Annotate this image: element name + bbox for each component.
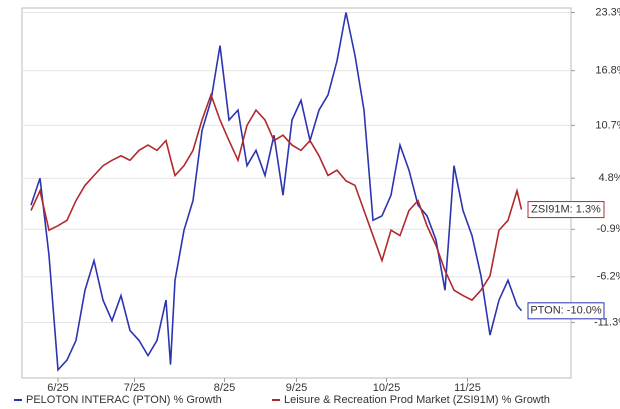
x-tick-label: 9/25 — [286, 382, 307, 394]
end-label-box — [527, 302, 605, 320]
y-tick-label: 10.7% — [595, 119, 620, 131]
series-line — [30, 92, 523, 302]
x-tick-label: 7/25 — [124, 382, 145, 394]
end-label-box — [527, 201, 605, 219]
x-tick-label: 10/25 — [373, 382, 401, 394]
y-tick-label: -11.3% — [594, 316, 620, 328]
y-tick-label: -6.2% — [597, 271, 620, 283]
y-tick-label: -0.9% — [597, 223, 620, 235]
y-tick-label: 23.3% — [595, 6, 620, 18]
x-tick-label: 6/25 — [47, 382, 68, 394]
end-label: PTON: -10.0% — [530, 305, 602, 317]
series-line — [30, 12, 523, 372]
y-tick-label: 4.8% — [598, 172, 620, 184]
x-tick-label: 8/25 — [214, 382, 235, 394]
y-tick-label: 16.8% — [595, 65, 620, 77]
x-tick-label: 11/25 — [454, 382, 481, 394]
legend-label: Leisure & Recreation Prod Market (ZSI91M… — [284, 394, 550, 406]
end-label: ZSI91M: 1.3% — [531, 203, 601, 215]
legend-label: PELOTON INTERAC (PTON) % Growth — [26, 394, 222, 406]
